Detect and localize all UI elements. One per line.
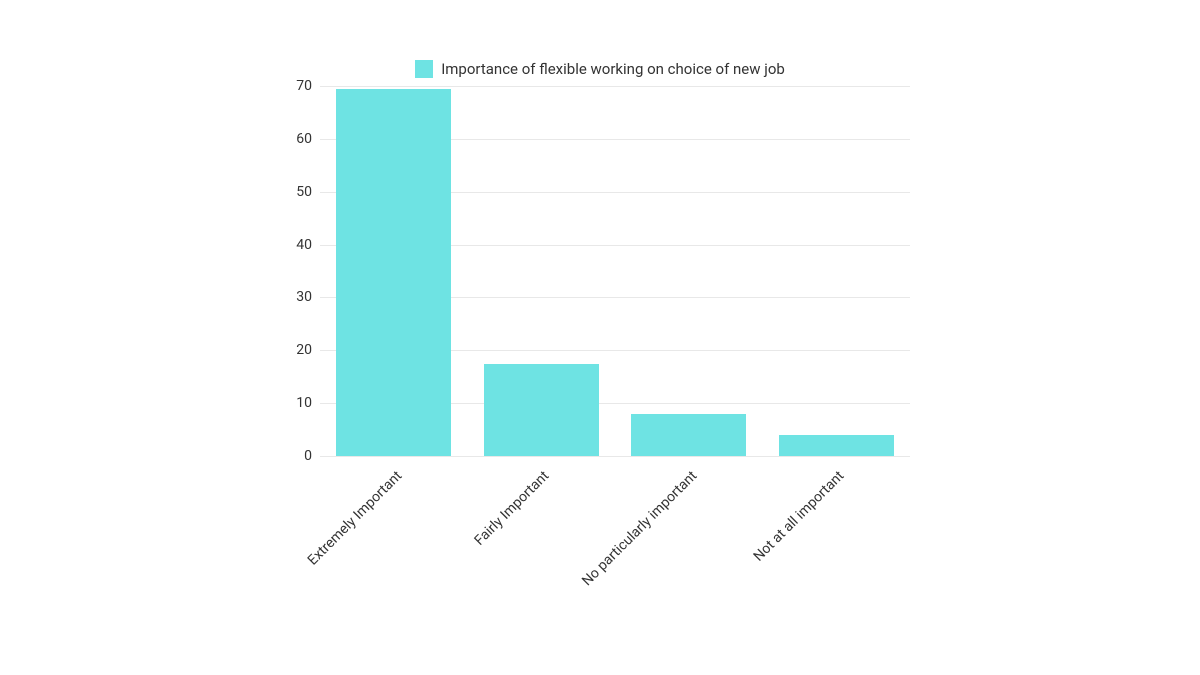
x-tick-label: Not at all important xyxy=(751,468,848,565)
bar xyxy=(779,435,894,456)
x-label-slot: Not at all important xyxy=(763,468,911,618)
bar xyxy=(484,364,599,457)
legend-swatch xyxy=(415,60,433,78)
x-axis-labels: Extremely ImportantFairly Important No pa… xyxy=(320,468,910,618)
bar xyxy=(336,89,451,456)
y-tick-label: 30 xyxy=(282,289,312,305)
y-tick-label: 0 xyxy=(282,448,312,464)
bar xyxy=(631,414,746,456)
bars-group xyxy=(320,86,910,456)
y-tick-label: 50 xyxy=(282,184,312,200)
bar-slot xyxy=(615,86,763,456)
y-tick-label: 20 xyxy=(282,342,312,358)
x-label-slot: No particularly important xyxy=(615,468,763,618)
x-tick-label: Fairly Important xyxy=(472,468,553,549)
x-label-slot: Fairly Important xyxy=(468,468,616,618)
bar-slot xyxy=(468,86,616,456)
plot-area: 010203040506070 xyxy=(320,86,910,456)
y-tick-label: 60 xyxy=(282,131,312,147)
x-tick-label: Extremely Important xyxy=(304,468,405,569)
x-label-slot: Extremely Important xyxy=(320,468,468,618)
y-tick-label: 70 xyxy=(282,78,312,94)
grid-line xyxy=(320,456,910,457)
legend: Importance of flexible working on choice… xyxy=(290,60,910,78)
bar-slot xyxy=(320,86,468,456)
legend-label: Importance of flexible working on choice… xyxy=(441,60,785,78)
y-tick-label: 10 xyxy=(282,395,312,411)
bar-chart: Importance of flexible working on choice… xyxy=(290,60,910,618)
y-tick-label: 40 xyxy=(282,237,312,253)
bar-slot xyxy=(763,86,911,456)
